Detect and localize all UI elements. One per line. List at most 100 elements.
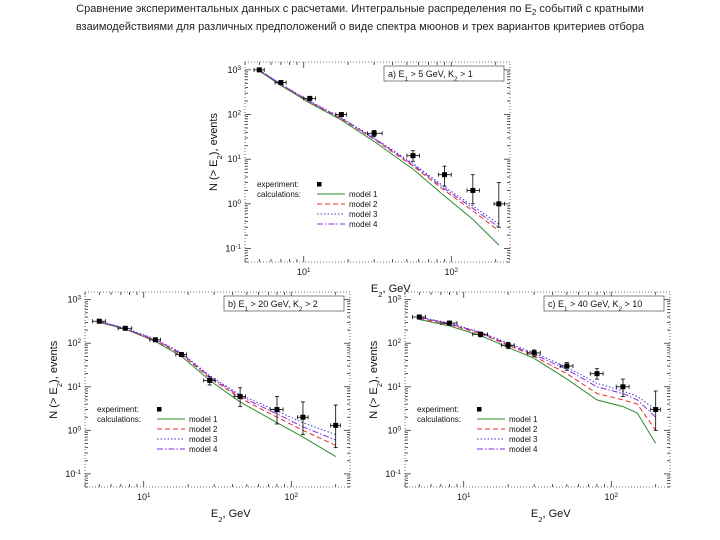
- series-line-model-3: [259, 69, 500, 225]
- panel-label: a) E1 > 5 GeV, K2 > 1: [388, 69, 473, 83]
- plot-frame: [244, 61, 511, 263]
- data-point: [300, 414, 306, 420]
- data-point: [564, 363, 570, 369]
- y-tick-label: 10-1: [385, 468, 401, 479]
- data-point: [496, 201, 502, 207]
- panel-label: b) E1 > 20 GeV, K2 > 2: [228, 299, 318, 313]
- data-point: [531, 350, 537, 356]
- x-tick-label: 102: [285, 492, 299, 503]
- legend-model-1-label: model 1: [349, 190, 378, 199]
- data-point: [122, 325, 128, 331]
- data-point: [410, 153, 416, 159]
- title-line-1: Сравнение экспериментальных данных с рас…: [76, 3, 644, 18]
- data-point: [96, 318, 102, 324]
- legend-model-3-label: model 3: [189, 435, 218, 444]
- legend-model-4-label: model 4: [509, 445, 538, 454]
- y-tick-label: 103: [227, 64, 241, 75]
- legend-model-1-label: model 1: [509, 415, 538, 424]
- y-tick-label: 103: [67, 294, 81, 305]
- panel-label-box: [543, 295, 665, 312]
- series-line-model-4: [419, 317, 657, 418]
- x-axis-label: E2, GeV: [371, 283, 411, 299]
- series-line-model-4: [259, 69, 500, 228]
- legend-experiment-label: experiment:: [257, 180, 299, 189]
- data-point: [307, 95, 313, 101]
- x-tick-label: 101: [297, 267, 311, 278]
- legend-experiment-marker: [157, 407, 162, 412]
- x-tick-label: 102: [445, 267, 459, 278]
- data-point: [278, 80, 284, 86]
- data-point: [237, 393, 243, 399]
- title-line-2: взаимодействиями для различных предполож…: [75, 21, 645, 34]
- data-point: [152, 337, 158, 343]
- data-point: [207, 377, 213, 383]
- y-tick-label: 101: [227, 154, 241, 165]
- legend-model-4-label: model 4: [349, 220, 378, 229]
- x-tick-label: 101: [457, 492, 471, 503]
- legend-model-3-label: model 3: [509, 435, 538, 444]
- x-tick-label: 102: [605, 492, 619, 503]
- series-line-model-1: [419, 319, 657, 444]
- y-tick-label: 100: [387, 425, 401, 436]
- plot-frame: [84, 291, 351, 488]
- legend-calculations-label: calculations:: [417, 415, 461, 424]
- chart-panel-1: 101 102 10-1 100 101 102 103 E2, GeV N (> E2), e…: [208, 61, 511, 299]
- y-axis-label: N (> E2), events: [368, 340, 384, 418]
- y-tick-label: 100: [227, 198, 241, 209]
- legend-model-1-label: model 1: [189, 415, 218, 424]
- data-point: [505, 342, 511, 348]
- x-tick-label: 101: [137, 492, 151, 503]
- y-axis-label: N (> E2), events: [48, 340, 64, 418]
- data-point: [371, 130, 377, 136]
- data-point: [256, 67, 262, 73]
- data-point: [478, 331, 484, 337]
- legend-experiment-label: experiment:: [417, 405, 459, 414]
- y-tick-label: 100: [67, 425, 81, 436]
- y-axis-label: N (> E2), events: [208, 113, 224, 191]
- y-tick-label: 10-1: [65, 468, 81, 479]
- legend-experiment-label: experiment:: [97, 405, 139, 414]
- data-point: [274, 407, 280, 413]
- data-point: [446, 320, 452, 326]
- series-line-model-2: [99, 321, 336, 446]
- y-tick-label: 10-1: [225, 243, 241, 254]
- x-axis-label: E2, GeV: [211, 508, 251, 524]
- chart-panel-2: 101 102 10-1 100 101 102 103 E2, GeV N (> E2), e…: [48, 291, 351, 524]
- data-point: [333, 422, 339, 428]
- y-tick-label: 101: [67, 381, 81, 392]
- data-point: [620, 384, 626, 390]
- chart-panel-3: 101 102 10-1 100 101 102 103 E2, GeV N (> E2), e…: [368, 291, 671, 524]
- plot-frame: [404, 291, 671, 488]
- data-point: [416, 314, 422, 320]
- legend-calculations-label: calculations:: [97, 415, 141, 424]
- data-point: [178, 352, 184, 358]
- panel-label-box: [383, 65, 505, 82]
- data-point: [594, 371, 600, 377]
- series-line-model-3: [419, 316, 656, 411]
- x-axis-label: E2, GeV: [531, 508, 571, 524]
- series-line-model-4: [99, 321, 336, 441]
- y-tick-label: 102: [227, 109, 241, 120]
- legend-experiment-marker: [477, 407, 482, 412]
- y-tick-label: 101: [387, 381, 401, 392]
- page-title: Сравнение экспериментальных данных с рас…: [0, 2, 720, 35]
- data-point: [470, 187, 476, 193]
- series-line-model-2: [259, 69, 500, 232]
- legend-model-2-label: model 2: [349, 200, 378, 209]
- legend-model-2-label: model 2: [189, 425, 218, 434]
- panel-label: c) E1 > 40 GeV, K2 > 10: [548, 299, 642, 313]
- y-tick-label: 102: [67, 338, 81, 349]
- panel-label-box: [223, 295, 345, 312]
- series-line-model-2: [419, 318, 657, 431]
- data-point: [338, 112, 344, 118]
- legend-model-4-label: model 4: [189, 445, 218, 454]
- legend-experiment-marker: [317, 182, 322, 187]
- data-point: [442, 172, 448, 178]
- legend-calculations-label: calculations:: [257, 190, 301, 199]
- series-line-model-1: [99, 321, 336, 458]
- y-tick-label: 103: [387, 294, 401, 305]
- legend-model-2-label: model 2: [509, 425, 538, 434]
